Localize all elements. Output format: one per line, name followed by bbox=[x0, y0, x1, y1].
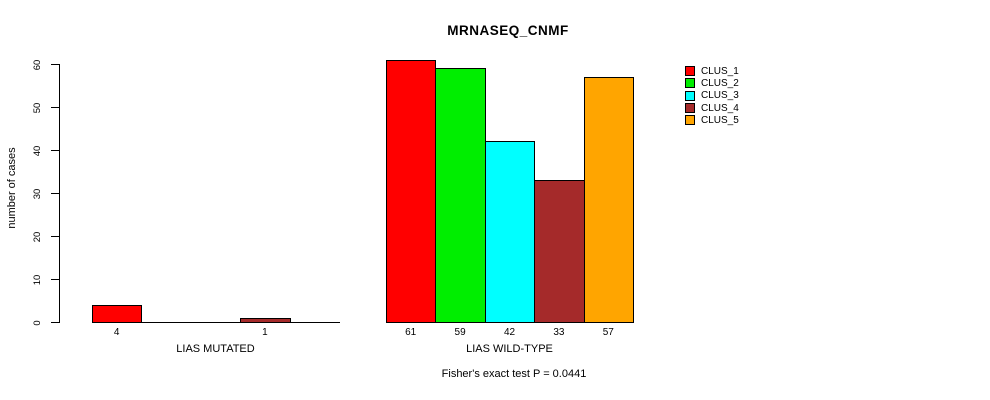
bar-value-label: 57 bbox=[602, 327, 614, 338]
legend-label: CLUS_4 bbox=[701, 102, 739, 114]
legend-item: CLUS_3 bbox=[685, 90, 739, 102]
bar-value-label: 4 bbox=[113, 327, 120, 338]
y-tick bbox=[51, 279, 59, 280]
legend-item: CLUS_1 bbox=[685, 65, 739, 77]
bar-clus_2-group1 bbox=[435, 68, 486, 323]
legend-label: CLUS_1 bbox=[701, 65, 739, 77]
legend-item: CLUS_5 bbox=[685, 114, 739, 126]
bar-value-label: 61 bbox=[405, 327, 417, 338]
y-tick-label: 0 bbox=[31, 319, 43, 326]
y-tick bbox=[51, 236, 59, 237]
legend-swatch-icon bbox=[685, 90, 695, 101]
legend-swatch-icon bbox=[685, 78, 695, 89]
bar-clus_1-group1 bbox=[386, 59, 437, 323]
y-tick-label: 60 bbox=[31, 59, 43, 70]
y-tick bbox=[51, 150, 59, 151]
bar-value-label: 33 bbox=[553, 327, 565, 338]
bar-clus_1-group0 bbox=[92, 304, 143, 323]
legend: CLUS_1 CLUS_2 CLUS_3 CLUS_4 CLUS_5 bbox=[685, 65, 739, 127]
legend-item: CLUS_2 bbox=[685, 77, 739, 89]
legend-swatch-icon bbox=[685, 103, 695, 114]
fisher-test-annotation: Fisher's exact test P = 0.0441 bbox=[441, 368, 587, 380]
legend-swatch-icon bbox=[685, 115, 695, 126]
bar-value-label: 59 bbox=[454, 327, 466, 338]
y-tick-label: 10 bbox=[31, 274, 43, 285]
y-tick bbox=[51, 64, 59, 65]
y-tick bbox=[51, 193, 59, 194]
y-tick-label: 50 bbox=[31, 102, 43, 113]
x-axis-group-label: LIAS MUTATED bbox=[176, 343, 255, 355]
bar-clus_4-group0 bbox=[240, 317, 291, 323]
bar-clus_4-group1 bbox=[534, 180, 585, 323]
legend-label: CLUS_5 bbox=[701, 114, 739, 126]
bar-clus_3-group1 bbox=[484, 141, 536, 323]
y-tick bbox=[51, 322, 59, 323]
y-tick-label: 30 bbox=[31, 188, 43, 199]
bar-value-label: 42 bbox=[503, 327, 516, 338]
legend-swatch-icon bbox=[685, 66, 695, 77]
bar-value-label: 1 bbox=[262, 327, 268, 338]
x-axis-group-label: LIAS WILD-TYPE bbox=[466, 343, 553, 355]
y-tick-label: 20 bbox=[31, 231, 43, 242]
y-tick-label: 40 bbox=[31, 145, 43, 156]
y-tick bbox=[51, 107, 59, 108]
x-axis-baseline bbox=[92, 322, 340, 323]
legend-item: CLUS_4 bbox=[685, 102, 739, 114]
chart-title: MRNASEQ_CNMF bbox=[447, 23, 569, 38]
legend-label: CLUS_3 bbox=[701, 90, 739, 102]
bar-clus_5-group1 bbox=[583, 76, 634, 323]
legend-label: CLUS_2 bbox=[701, 77, 739, 89]
y-axis-line bbox=[59, 64, 60, 323]
